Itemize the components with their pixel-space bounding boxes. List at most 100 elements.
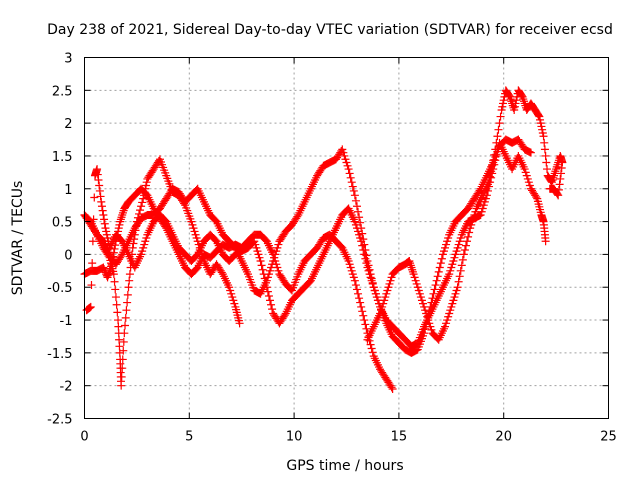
data-point — [357, 237, 366, 246]
data-point — [447, 263, 456, 272]
data-point — [354, 289, 363, 298]
series-trace-2 — [80, 155, 244, 390]
data-point — [449, 256, 458, 265]
data-point — [446, 266, 455, 275]
data-point — [342, 158, 351, 167]
data-point — [510, 102, 519, 111]
data-point — [524, 178, 533, 187]
data-point — [267, 300, 276, 309]
data-point — [117, 213, 126, 222]
data-point — [438, 250, 447, 259]
data-point — [344, 165, 353, 174]
data-point — [387, 383, 396, 392]
data-point — [340, 151, 349, 160]
data-point — [534, 111, 543, 120]
data-point — [273, 243, 282, 252]
x-tick-label: 25 — [600, 430, 617, 445]
data-point — [367, 344, 376, 353]
data-point — [269, 256, 278, 265]
data-point — [345, 260, 354, 269]
data-point — [87, 281, 96, 290]
data-point — [451, 289, 460, 298]
data-point — [191, 230, 200, 239]
data-point — [100, 215, 109, 224]
data-point — [349, 273, 358, 282]
data-point — [227, 289, 236, 298]
data-point — [510, 106, 519, 115]
y-tick-label: -2 — [60, 380, 73, 395]
data-point — [270, 253, 279, 262]
data-point — [141, 237, 150, 246]
y-tick-label: -2.5 — [47, 413, 72, 428]
data-point — [263, 287, 272, 296]
data-point — [192, 234, 201, 242]
data-point — [88, 237, 97, 246]
data-point — [345, 169, 354, 178]
data-point — [339, 148, 348, 157]
data-point — [537, 122, 546, 131]
data-point — [413, 283, 422, 292]
data-point — [454, 277, 463, 286]
x-tick-label: 10 — [286, 430, 303, 445]
data-point — [371, 289, 380, 298]
data-point — [465, 228, 474, 237]
data-point — [341, 155, 350, 164]
data-point — [111, 293, 120, 302]
data-point — [494, 125, 503, 134]
data-point — [110, 244, 119, 253]
data-point — [543, 165, 552, 174]
data-point — [509, 103, 518, 112]
data-point — [444, 234, 453, 242]
data-point — [430, 285, 439, 294]
data-point — [228, 293, 237, 302]
data-point — [95, 186, 104, 195]
data-point — [452, 286, 461, 295]
data-point — [358, 307, 367, 316]
series-trace-5 — [363, 86, 567, 344]
data-point — [274, 266, 283, 275]
data-point — [499, 96, 508, 105]
data-point — [464, 232, 473, 241]
data-point — [98, 206, 107, 215]
data-point — [433, 272, 442, 281]
data-point — [363, 263, 372, 272]
data-point — [468, 217, 477, 226]
data-point — [121, 313, 130, 322]
data-point — [362, 259, 371, 268]
data-point — [138, 247, 147, 256]
data-point — [417, 296, 426, 305]
data-point — [471, 207, 480, 216]
data-point — [379, 299, 388, 308]
data-point — [453, 283, 462, 292]
data-point — [359, 246, 368, 255]
data-point — [385, 279, 394, 288]
data-point — [461, 241, 470, 250]
series-trace-3 — [80, 135, 535, 357]
series-trace-4 — [82, 138, 550, 351]
data-point — [499, 99, 508, 108]
data-point — [489, 156, 498, 165]
data-point — [274, 240, 283, 249]
data-point — [446, 306, 455, 315]
y-tick-label: 2 — [64, 117, 72, 132]
data-point — [271, 250, 280, 259]
data-point — [540, 138, 549, 147]
data-point — [97, 202, 106, 211]
data-point — [388, 384, 397, 393]
data-point — [360, 316, 369, 325]
data-point — [258, 265, 267, 274]
data-point — [268, 260, 277, 269]
data-point — [450, 293, 459, 302]
data-point — [441, 243, 450, 252]
data-point — [387, 273, 396, 282]
data-point — [456, 266, 465, 275]
data-point — [558, 158, 567, 167]
data-point — [495, 119, 504, 128]
data-point — [538, 125, 547, 134]
data-point — [356, 234, 365, 242]
data-point — [432, 276, 441, 285]
data-point — [351, 281, 360, 290]
data-point — [434, 267, 443, 276]
data-point — [139, 191, 148, 200]
data-point — [378, 302, 387, 311]
